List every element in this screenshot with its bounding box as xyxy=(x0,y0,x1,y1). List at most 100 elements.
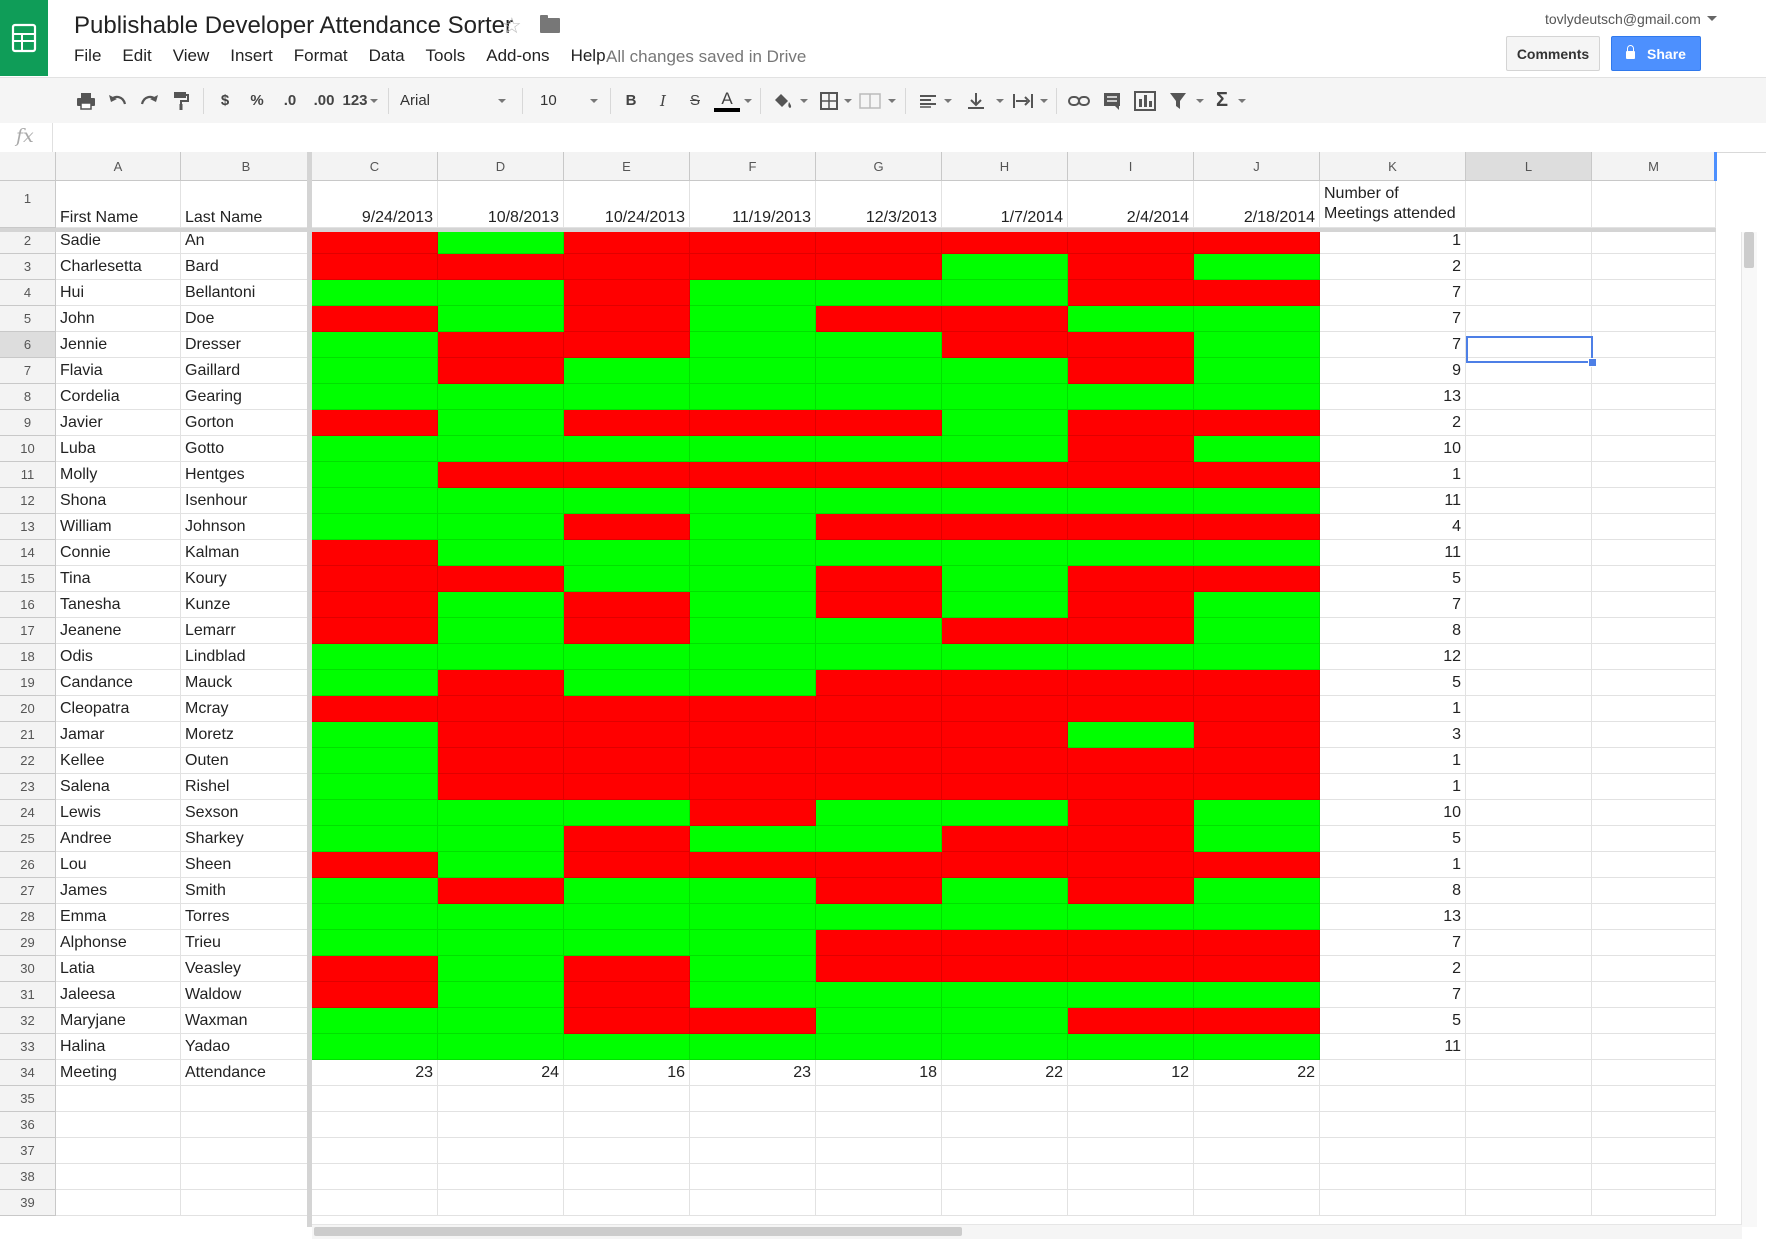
cell[interactable] xyxy=(690,826,816,852)
cell[interactable] xyxy=(1592,748,1716,774)
cell[interactable] xyxy=(438,1008,564,1034)
cell[interactable] xyxy=(564,410,690,436)
cell[interactable] xyxy=(564,358,690,384)
cell[interactable]: 1 xyxy=(1320,748,1466,774)
cell[interactable] xyxy=(312,748,438,774)
cell[interactable] xyxy=(1194,332,1320,358)
row-header[interactable]: 13 xyxy=(0,514,56,540)
cell[interactable] xyxy=(1194,722,1320,748)
cell[interactable] xyxy=(1592,618,1716,644)
cell[interactable] xyxy=(564,280,690,306)
cell[interactable] xyxy=(438,436,564,462)
cell[interactable] xyxy=(312,1138,438,1164)
cell[interactable] xyxy=(690,228,816,254)
cell[interactable]: 2/18/2014 xyxy=(1194,181,1320,228)
cell[interactable]: Gorton xyxy=(181,410,312,436)
cell[interactable]: Gearing xyxy=(181,384,312,410)
cell[interactable] xyxy=(312,592,438,618)
cell[interactable]: Bard xyxy=(181,254,312,280)
cell[interactable]: 13 xyxy=(1320,384,1466,410)
cell[interactable] xyxy=(690,982,816,1008)
cell[interactable]: 7 xyxy=(1320,280,1466,306)
cell[interactable] xyxy=(181,1190,312,1216)
menu-tools[interactable]: Tools xyxy=(425,46,466,65)
cell[interactable] xyxy=(1592,826,1716,852)
cell[interactable] xyxy=(564,618,690,644)
cell[interactable]: Gaillard xyxy=(181,358,312,384)
cell[interactable] xyxy=(564,956,690,982)
formula-bar[interactable]: fx xyxy=(0,123,1766,153)
cell[interactable] xyxy=(564,566,690,592)
cell[interactable]: Rishel xyxy=(181,774,312,800)
cell[interactable] xyxy=(1068,878,1194,904)
cell[interactable] xyxy=(942,878,1068,904)
cell[interactable] xyxy=(1592,852,1716,878)
cell[interactable] xyxy=(942,592,1068,618)
cell[interactable] xyxy=(1466,1008,1592,1034)
cell[interactable] xyxy=(942,930,1068,956)
column-header-g[interactable]: G xyxy=(816,152,942,181)
cell[interactable] xyxy=(564,930,690,956)
cell[interactable]: Kellee xyxy=(56,748,181,774)
row-header[interactable]: 28 xyxy=(0,904,56,930)
cell[interactable] xyxy=(1466,358,1592,384)
cell[interactable]: 4 xyxy=(1320,514,1466,540)
cell[interactable] xyxy=(1068,410,1194,436)
cell[interactable] xyxy=(1466,800,1592,826)
cell[interactable]: 13 xyxy=(1320,904,1466,930)
cell[interactable] xyxy=(816,488,942,514)
cell[interactable]: Yadao xyxy=(181,1034,312,1060)
cell[interactable] xyxy=(312,514,438,540)
cell[interactable] xyxy=(181,1138,312,1164)
comments-button[interactable]: Comments xyxy=(1506,36,1600,71)
cell[interactable] xyxy=(816,384,942,410)
cell[interactable] xyxy=(438,878,564,904)
cell[interactable] xyxy=(942,956,1068,982)
cell[interactable] xyxy=(1466,436,1592,462)
menu-add-ons[interactable]: Add-ons xyxy=(486,46,550,65)
cell[interactable] xyxy=(1466,1138,1592,1164)
cell[interactable]: Latia xyxy=(56,956,181,982)
cell[interactable] xyxy=(564,1008,690,1034)
cell[interactable] xyxy=(1592,228,1716,254)
menu-help[interactable]: Help xyxy=(570,46,606,65)
cell[interactable]: 23 xyxy=(312,1060,438,1086)
cell[interactable]: 16 xyxy=(564,1060,690,1086)
filter-dropdown-icon[interactable] xyxy=(1196,99,1204,103)
cell[interactable] xyxy=(438,228,564,254)
merge-cells-icon[interactable] xyxy=(856,78,884,123)
cell[interactable]: 22 xyxy=(1194,1060,1320,1086)
cell[interactable] xyxy=(564,1138,690,1164)
row-header[interactable]: 23 xyxy=(0,774,56,800)
cell[interactable] xyxy=(1068,826,1194,852)
sheets-logo-icon[interactable] xyxy=(0,0,48,76)
cell[interactable] xyxy=(1194,774,1320,800)
cell[interactable] xyxy=(1194,1190,1320,1216)
cell[interactable]: Candance xyxy=(56,670,181,696)
cell[interactable] xyxy=(1466,618,1592,644)
cell[interactable]: Doe xyxy=(181,306,312,332)
cell[interactable]: Gotto xyxy=(181,436,312,462)
row-header[interactable]: 3 xyxy=(0,254,56,280)
cell[interactable]: Sadie xyxy=(56,228,181,254)
cell[interactable]: 22 xyxy=(942,1060,1068,1086)
cell[interactable] xyxy=(942,852,1068,878)
cell[interactable] xyxy=(816,982,942,1008)
cell[interactable] xyxy=(942,800,1068,826)
cell[interactable] xyxy=(816,956,942,982)
cell[interactable]: Molly xyxy=(56,462,181,488)
cell[interactable]: Bellantoni xyxy=(181,280,312,306)
row-header[interactable]: 16 xyxy=(0,592,56,618)
cell[interactable] xyxy=(181,1112,312,1138)
row-header[interactable]: 12 xyxy=(0,488,56,514)
cell[interactable] xyxy=(1194,748,1320,774)
cell[interactable] xyxy=(438,358,564,384)
cell[interactable] xyxy=(438,488,564,514)
cell[interactable] xyxy=(1466,592,1592,618)
cell[interactable] xyxy=(690,722,816,748)
cell[interactable] xyxy=(1194,904,1320,930)
cell[interactable] xyxy=(942,566,1068,592)
cell[interactable] xyxy=(312,280,438,306)
cell[interactable] xyxy=(438,1138,564,1164)
cell[interactable] xyxy=(312,1008,438,1034)
